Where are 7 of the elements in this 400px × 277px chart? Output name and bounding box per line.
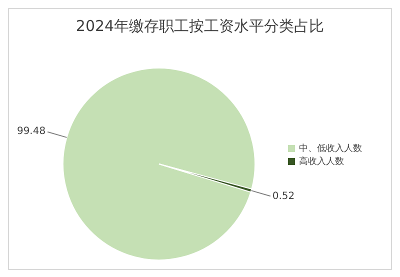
legend-label: 中、低收入人数 — [299, 144, 362, 154]
pie-slice — [158, 164, 252, 193]
chart-title: 2024年缴存职工按工资水平分类占比 — [74, 16, 326, 37]
legend-label: 高收入人数 — [299, 157, 344, 167]
data-label: 0.52 — [272, 191, 295, 202]
data-label: 99.48 — [16, 126, 46, 137]
pie-slice — [62, 68, 256, 261]
